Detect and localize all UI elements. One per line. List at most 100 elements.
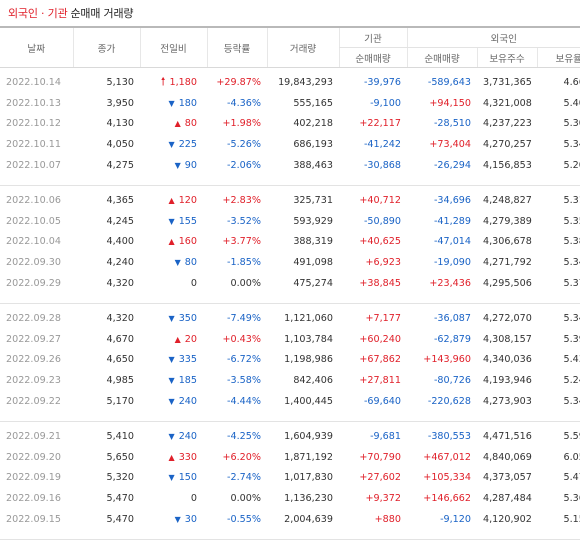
cell-volume: 555,165 (293, 97, 333, 109)
cell-close: 5,410 (106, 430, 134, 442)
change-value: 0 (190, 278, 197, 290)
col-header-institution: 기관 (338, 26, 407, 48)
cell-date: 2022.09.23 (6, 375, 61, 387)
change-value: 150 (178, 472, 197, 484)
cell-date: 2022.09.19 (6, 472, 61, 484)
cell-foreign-net: -380,553 (427, 430, 471, 442)
change-value: 185 (178, 375, 197, 387)
cell-inst-net: -50,890 (363, 215, 401, 227)
cell-holdings: 4,295,506 (483, 278, 532, 290)
cell-ratio: 5.37% (563, 278, 580, 290)
cell-foreign-net: -19,090 (433, 257, 471, 269)
triangle-down-icon: ▼ (168, 397, 175, 407)
cell-inst-net: +38,845 (359, 278, 401, 290)
cell-rate: 0.00% (230, 493, 261, 505)
cell-volume: 1,121,060 (284, 312, 333, 324)
table-row: 2022.09.27 4,670 ▲ 20 +0.43% 1,103,784 +60,240… (0, 329, 580, 350)
section-title: 외국인 · 기관 순매매 거래량 (0, 0, 580, 26)
table-row: 2022.10.14 5,130 🠕 1,180 +29.87% 19,843,293 -3… (0, 72, 580, 93)
cell-ratio: 5.30% (563, 118, 580, 130)
cell-volume: 593,929 (293, 215, 333, 227)
cell-change: ▼ 240 (140, 426, 207, 447)
change-value: 1,180 (169, 76, 197, 88)
col-header-close: 종가 (72, 26, 140, 68)
col-header-foreign: 외국인 (406, 26, 580, 48)
cell-ratio: 5.36% (563, 493, 580, 505)
cell-close: 4,365 (106, 194, 134, 206)
cell-holdings: 4,340,036 (483, 354, 532, 366)
cell-date: 2022.10.13 (6, 97, 61, 109)
cell-date: 2022.09.26 (6, 354, 61, 366)
cell-inst-net: -39,976 (363, 76, 401, 88)
cell-holdings: 4,270,257 (483, 139, 532, 151)
col-header-ratio: 보유율 (536, 47, 580, 68)
cell-date: 2022.09.22 (6, 396, 61, 408)
cell-holdings: 4,373,057 (483, 472, 532, 484)
cell-ratio: 5.34% (563, 257, 580, 269)
table-row: 2022.10.05 4,245 ▼ 155 -3.52% 593,929 -50,890 -… (0, 211, 580, 232)
col-header-date: 날짜 (0, 26, 73, 68)
cell-change: 🠕 1,180 (140, 72, 207, 93)
cell-foreign-net: -26,294 (433, 160, 471, 172)
cell-foreign-net: +146,662 (423, 493, 471, 505)
cell-volume: 1,400,445 (284, 396, 333, 408)
cell-ratio: 5.34% (563, 139, 580, 151)
group-divider (0, 411, 580, 422)
triangle-up-icon: ▲ (174, 119, 181, 129)
cell-foreign-net: +23,436 (429, 278, 471, 290)
cell-change: ▼ 80 (140, 252, 207, 273)
table-row: 2022.09.28 4,320 ▼ 350 -7.49% 1,121,060 +7,177… (0, 308, 580, 329)
cell-holdings: 4,840,069 (483, 451, 532, 463)
cell-foreign-net: +73,404 (429, 139, 471, 151)
cell-date: 2022.10.14 (6, 76, 61, 88)
cell-ratio: 6.05% (563, 451, 580, 463)
cell-change: ▲ 160 (140, 232, 207, 253)
cell-foreign-net: +467,012 (423, 451, 471, 463)
cell-holdings: 3,731,365 (483, 76, 532, 88)
cell-close: 4,275 (106, 160, 134, 172)
cell-volume: 325,731 (293, 194, 333, 206)
change-value: 180 (178, 97, 197, 109)
cell-close: 5,470 (106, 493, 134, 505)
triangle-up-icon: ▲ (168, 237, 175, 247)
col-header-rate: 등락률 (206, 26, 267, 68)
cell-ratio: 5.31% (563, 194, 580, 206)
cell-rate: -6.72% (227, 354, 261, 366)
cell-holdings: 4,287,484 (483, 493, 532, 505)
cell-inst-net: +60,240 (359, 333, 401, 345)
table-row: 2022.09.16 5,470 0 0.00% 1,136,230 +9,372 +146… (0, 488, 580, 509)
cell-holdings: 4,306,678 (483, 236, 532, 248)
cell-date: 2022.10.12 (6, 118, 61, 130)
cell-holdings: 4,272,070 (483, 312, 532, 324)
cell-date: 2022.10.07 (6, 160, 61, 172)
cell-change: 0 (140, 273, 207, 294)
table-row: 2022.09.22 5,170 ▼ 240 -4.44% 1,400,445 -69,64… (0, 391, 580, 412)
cell-foreign-net: -589,643 (427, 76, 471, 88)
cell-date: 2022.09.28 (6, 312, 61, 324)
triangle-down-icon: ▼ (168, 431, 175, 441)
group-divider (0, 293, 580, 304)
cell-rate: +1.98% (222, 118, 261, 130)
cell-date: 2022.09.27 (6, 333, 61, 345)
cell-date: 2022.10.11 (6, 139, 61, 151)
cell-foreign-net: -36,087 (433, 312, 471, 324)
table-row: 2022.10.13 3,950 ▼ 180 -4.36% 555,165 -9,100 +9… (0, 93, 580, 114)
cell-holdings: 4,237,223 (483, 118, 532, 130)
cell-volume: 1,198,986 (284, 354, 333, 366)
cell-holdings: 4,273,903 (483, 396, 532, 408)
cell-inst-net: +22,117 (359, 118, 401, 130)
cell-date: 2022.09.30 (6, 257, 61, 269)
cell-rate: -4.25% (227, 430, 261, 442)
cell-ratio: 5.24% (563, 375, 580, 387)
cell-close: 4,400 (106, 236, 134, 248)
cell-change: ▼ 180 (140, 93, 207, 114)
cell-inst-net: -41,242 (363, 139, 401, 151)
cell-inst-net: -9,681 (370, 430, 401, 442)
cell-inst-net: +40,712 (359, 194, 401, 206)
change-value: 335 (178, 354, 197, 366)
cell-ratio: 5.39% (563, 333, 580, 345)
cell-rate: -1.85% (227, 257, 261, 269)
arrow-up-icon: 🠕 (160, 74, 166, 88)
cell-ratio: 5.59% (563, 430, 580, 442)
table-row: 2022.10.07 4,275 ▼ 90 -2.06% 388,463 -30,868 -2… (0, 155, 580, 176)
